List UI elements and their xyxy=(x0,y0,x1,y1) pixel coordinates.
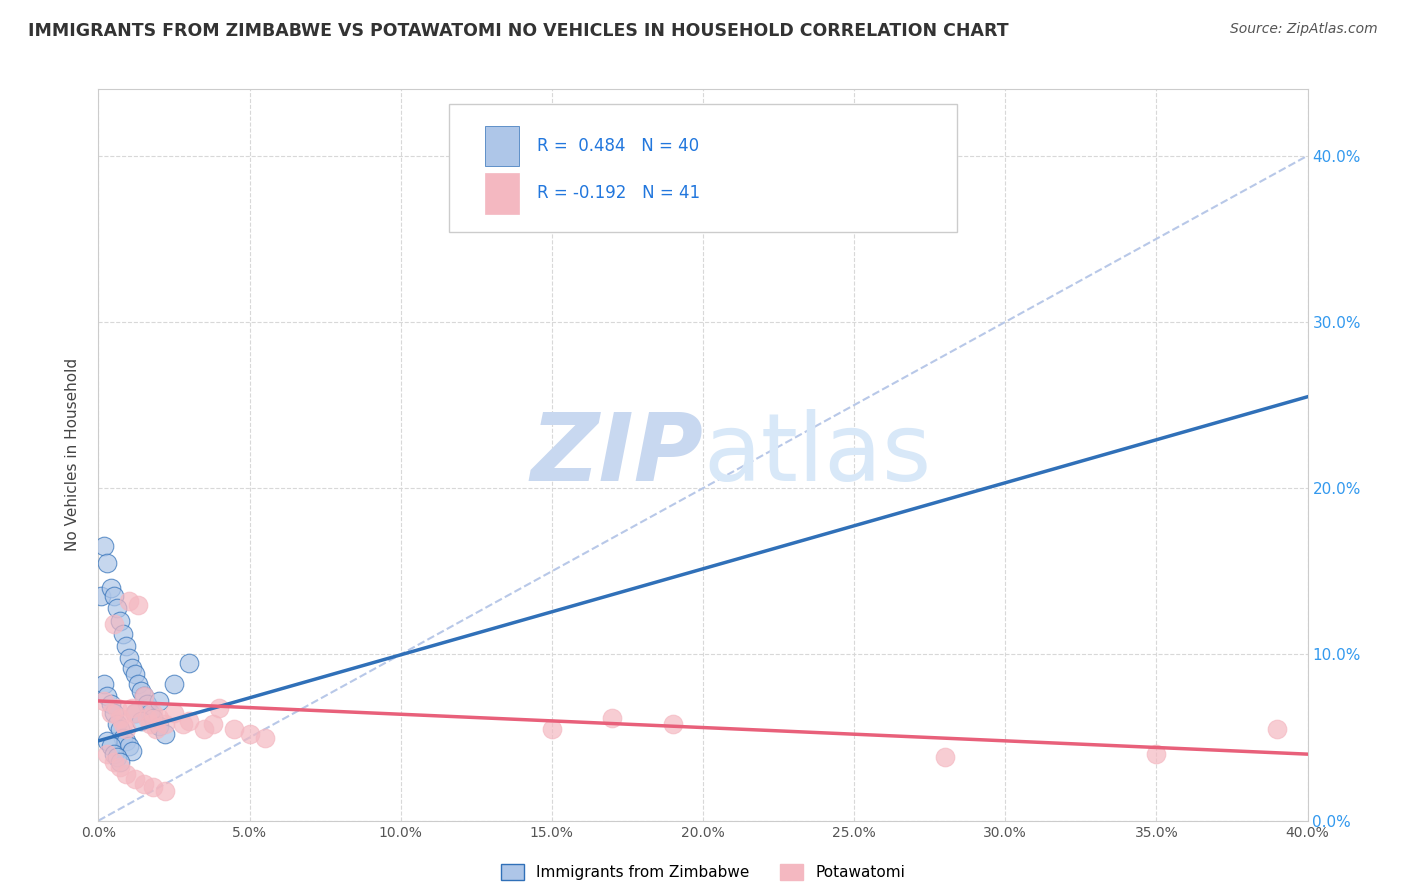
Point xyxy=(108,723,131,737)
Point xyxy=(111,717,134,731)
Point xyxy=(114,723,136,737)
Text: ZIP: ZIP xyxy=(530,409,703,501)
Point xyxy=(103,756,125,770)
Point xyxy=(90,589,112,603)
Point xyxy=(163,677,186,691)
Text: Source: ZipAtlas.com: Source: ZipAtlas.com xyxy=(1230,22,1378,37)
Point xyxy=(153,727,176,741)
Point xyxy=(153,783,176,797)
Point xyxy=(111,627,134,641)
Point xyxy=(202,717,225,731)
Point xyxy=(124,667,146,681)
FancyBboxPatch shape xyxy=(449,103,957,232)
Point xyxy=(1144,747,1167,761)
Point xyxy=(662,717,685,731)
Point xyxy=(153,717,176,731)
Point xyxy=(114,639,136,653)
Point xyxy=(121,700,143,714)
Point xyxy=(127,598,149,612)
Point xyxy=(105,750,128,764)
Point xyxy=(114,767,136,781)
Point xyxy=(1267,723,1289,737)
Point xyxy=(100,698,122,712)
Point xyxy=(118,739,141,753)
Point xyxy=(93,694,115,708)
Point xyxy=(105,717,128,731)
Point xyxy=(148,710,170,724)
Point xyxy=(148,719,170,733)
Point xyxy=(179,714,201,728)
Point xyxy=(148,694,170,708)
Point xyxy=(121,744,143,758)
Point xyxy=(139,717,162,731)
Point xyxy=(121,661,143,675)
Point xyxy=(239,727,262,741)
Point xyxy=(172,717,194,731)
Point xyxy=(103,747,125,761)
FancyBboxPatch shape xyxy=(485,126,519,166)
Point xyxy=(105,700,128,714)
Point xyxy=(135,710,157,724)
Point xyxy=(124,706,146,720)
Point xyxy=(105,600,128,615)
Point xyxy=(93,677,115,691)
Point xyxy=(124,772,146,786)
Point xyxy=(163,706,186,720)
Point xyxy=(540,723,562,737)
Point xyxy=(100,739,122,753)
Point xyxy=(93,539,115,553)
Text: IMMIGRANTS FROM ZIMBABWE VS POTAWATOMI NO VEHICLES IN HOUSEHOLD CORRELATION CHAR: IMMIGRANTS FROM ZIMBABWE VS POTAWATOMI N… xyxy=(28,22,1008,40)
Point xyxy=(96,556,118,570)
Point xyxy=(100,706,122,720)
Point xyxy=(145,723,167,737)
Point xyxy=(129,684,152,698)
Point xyxy=(103,617,125,632)
Text: R = -0.192   N = 41: R = -0.192 N = 41 xyxy=(537,185,700,202)
Point xyxy=(179,656,201,670)
Point xyxy=(108,614,131,628)
Point xyxy=(114,734,136,748)
Point xyxy=(224,723,246,737)
FancyBboxPatch shape xyxy=(485,173,519,213)
Point xyxy=(96,747,118,761)
Point xyxy=(124,706,146,720)
Point xyxy=(96,734,118,748)
Point xyxy=(118,594,141,608)
Point xyxy=(132,689,155,703)
Point xyxy=(132,689,155,703)
Point xyxy=(208,700,231,714)
Point xyxy=(127,677,149,691)
Point xyxy=(602,710,624,724)
Point xyxy=(129,714,152,728)
Point xyxy=(108,760,131,774)
Point xyxy=(96,689,118,703)
Point xyxy=(108,756,131,770)
Point xyxy=(253,731,276,745)
Point xyxy=(111,731,134,745)
Text: atlas: atlas xyxy=(703,409,931,501)
Point xyxy=(139,706,162,720)
Point xyxy=(142,706,165,720)
Text: R =  0.484   N = 40: R = 0.484 N = 40 xyxy=(537,136,699,155)
Y-axis label: No Vehicles in Household: No Vehicles in Household xyxy=(65,359,80,551)
Point xyxy=(118,650,141,665)
Point xyxy=(108,710,131,724)
Point xyxy=(100,581,122,595)
Point xyxy=(103,706,125,720)
Point xyxy=(142,780,165,795)
Point xyxy=(934,750,956,764)
Legend: Immigrants from Zimbabwe, Potawatomi: Immigrants from Zimbabwe, Potawatomi xyxy=(495,858,911,886)
Point xyxy=(132,777,155,791)
Point xyxy=(193,723,215,737)
Point xyxy=(103,589,125,603)
Point xyxy=(135,698,157,712)
Point xyxy=(142,710,165,724)
